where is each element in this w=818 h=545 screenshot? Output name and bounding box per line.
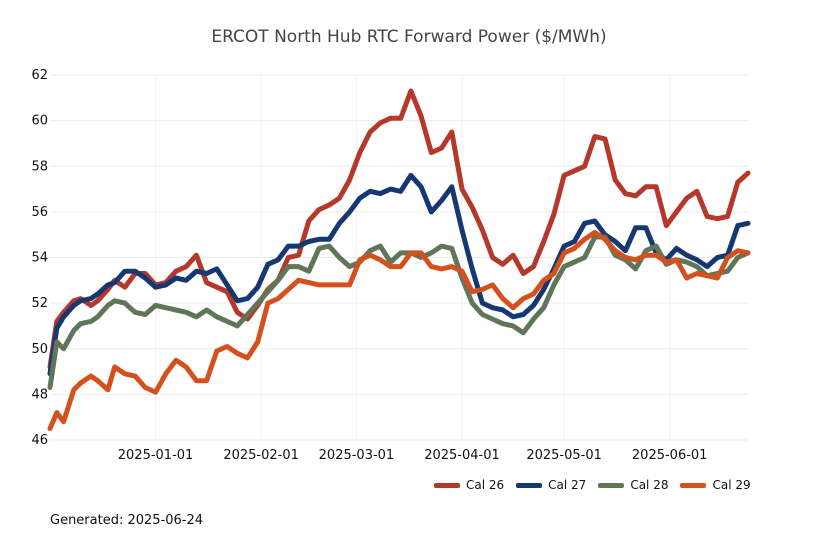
y-axis-ticks: 46 48 50 52 54 56 58 60 62 [31,68,48,448]
legend-item-cal-26: Cal 26 [434,478,504,492]
x-tick-label: 2025-03-01 [319,448,395,463]
y-tick-label: 56 [31,205,48,220]
legend-swatch [434,482,460,488]
x-tick-label: 2025-04-01 [424,448,500,463]
legend-item-cal-28: Cal 28 [598,478,668,492]
chart-title: ERCOT North Hub RTC Forward Power ($/MWh… [211,27,607,47]
series-line-cal-27 [47,172,751,377]
legend-swatch [516,482,543,488]
y-tick-label: 60 [31,114,48,129]
legend-swatch [680,482,707,488]
legend-label: Cal 29 [712,478,751,492]
y-tick-label: 50 [31,342,48,357]
legend-label: Cal 28 [630,478,669,492]
y-tick-label: 62 [31,68,48,83]
y-tick-label: 54 [31,251,48,266]
y-tick-label: 48 [31,387,48,402]
y-tick-label: 52 [31,296,48,311]
legend-item-cal-27: Cal 27 [516,478,586,492]
generated-footer: Generated: 2025-06-24 [50,513,204,528]
x-tick-label: 2025-06-01 [632,448,708,463]
x-tick-label: 2025-02-01 [223,448,299,463]
legend-swatch [598,482,625,488]
grid-lines [50,74,748,441]
legend-label: Cal 26 [466,478,505,492]
series-line-cal-29 [47,229,751,432]
legend-label: Cal 27 [548,478,587,492]
y-tick-label: 58 [31,159,48,174]
legend-item-cal-29: Cal 29 [680,478,751,492]
series-line-cal-28 [47,234,751,390]
x-axis-ticks: 2025-01-01 2025-02-01 2025-03-01 2025-04-01… [118,448,708,463]
x-tick-label: 2025-05-01 [526,448,602,463]
x-tick-label: 2025-01-01 [118,448,194,463]
legend: Cal 26 Cal 27 Cal 28 Cal 29 [434,478,751,492]
series-lines [47,88,751,432]
y-tick-label: 46 [31,433,48,448]
